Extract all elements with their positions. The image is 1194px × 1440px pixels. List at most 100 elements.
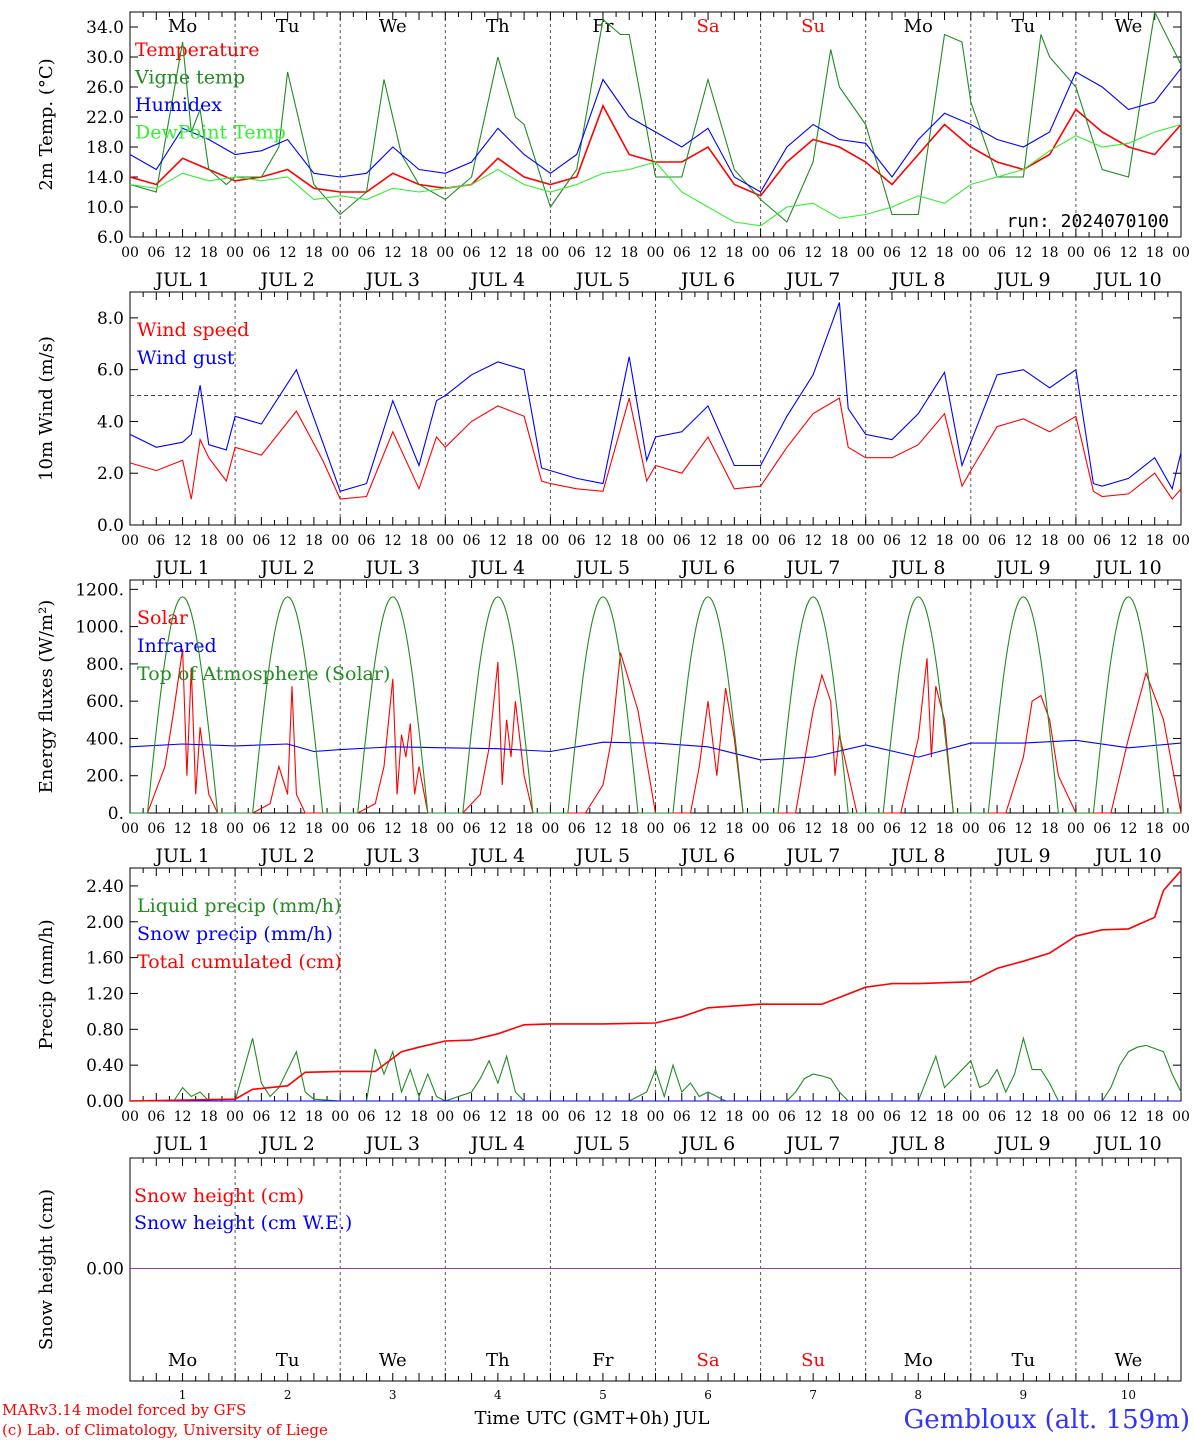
legend-entry: DewPoint Temp [135,122,286,144]
hour-tick-label: 12 [909,533,927,549]
hour-tick-label: 12 [699,245,717,261]
hour-tick-label: 18 [305,245,323,261]
day-number-label: 1 [179,1388,187,1402]
y-tick-label: 200. [86,767,124,787]
hour-tick-label: 06 [778,533,796,549]
hour-tick-label: 12 [1120,821,1138,837]
hour-tick-label: 12 [384,245,402,261]
hour-tick-label: 18 [1146,821,1164,837]
legend-entry: Temperature [135,39,259,61]
hour-tick-label: 18 [936,1109,954,1125]
hour-tick-label: 18 [831,821,849,837]
hour-tick-label: 18 [620,245,638,261]
series-line-wind-gust [129,302,1182,492]
hour-tick-label: 00 [541,821,559,837]
hour-tick-label: 12 [909,245,927,261]
day-name-label: We [1115,16,1143,37]
day-number-label: 6 [704,1388,712,1402]
date-label: JUL 3 [364,557,420,579]
date-label: JUL 4 [469,845,525,867]
hour-tick-label: 18 [725,821,743,837]
y-tick-label: 6.0 [97,361,124,381]
hour-tick-label: 06 [673,821,691,837]
hour-tick-label: 12 [1120,1109,1138,1125]
day-name-label: Tu [1012,16,1036,37]
series-line-humidex [129,67,1182,193]
y-tick-label: 2.0 [97,464,124,484]
date-label: JUL 1 [153,1133,209,1155]
hour-tick-label: 00 [752,821,770,837]
hour-tick-label: 06 [778,245,796,261]
hour-tick-label: 06 [568,821,586,837]
hour-tick-label: 12 [174,245,192,261]
hour-tick-label: 00 [857,821,875,837]
y-tick-label: 0.00 [86,1092,124,1112]
date-label: JUL 6 [679,845,735,867]
day-name-label: Mo [904,1350,933,1371]
legend-entry: Snow precip (mm/h) [137,923,333,945]
series-line-liquid-precip-mm-h [130,1036,1182,1102]
date-label: JUL 5 [574,557,630,579]
hour-tick-label: 00 [226,821,244,837]
hour-tick-label: 18 [305,1109,323,1125]
hour-tick-label: 06 [252,245,270,261]
y-tick-label: 1.60 [86,949,124,969]
date-label: JUL 9 [994,1133,1050,1155]
hour-tick-label: 00 [647,533,665,549]
hour-tick-label: 18 [1146,1109,1164,1125]
hour-tick-label: 12 [594,533,612,549]
date-label: JUL 1 [153,845,209,867]
date-label: JUL 10 [1093,269,1161,291]
hour-tick-label: 18 [1041,245,1059,261]
hour-tick-label: 00 [1067,245,1085,261]
date-label: JUL 8 [889,557,945,579]
date-label: JUL 10 [1093,845,1161,867]
hour-tick-label: 06 [673,245,691,261]
date-label: JUL 7 [784,1133,840,1155]
hour-tick-label: 18 [620,1109,638,1125]
hour-tick-label: 18 [515,245,533,261]
hour-tick-label: 06 [358,821,376,837]
hour-tick-label: 00 [857,1109,875,1125]
hour-tick-label: 06 [883,245,901,261]
hour-tick-label: 18 [1146,533,1164,549]
hour-tick-label: 06 [252,821,270,837]
hour-tick-label: 00 [752,245,770,261]
y-tick-label: 8.0 [97,309,124,329]
hour-tick-label: 00 [331,1109,349,1125]
hour-tick-label: 06 [883,821,901,837]
hour-tick-label: 12 [594,1109,612,1125]
y-axis-label: 10m Wind (m/s) [36,336,57,481]
panel-5: 0.00 Snow height (cm) Mo Tu We Th Fr Sa Su Mo Tu We… [36,1157,1182,1402]
hour-tick-label: 18 [410,245,428,261]
hour-tick-label: 12 [1120,245,1138,261]
panel-1: 6.0 10.0 14.0 18.0 22.0 26.0 30.0 34.0 2m Temp. … [36,10,1190,291]
date-label: JUL 2 [258,269,314,291]
hour-tick-label: 06 [568,245,586,261]
date-label: JUL 8 [889,1133,945,1155]
legend-entry: Liquid precip (mm/h) [137,895,341,917]
hour-tick-label: 06 [988,533,1006,549]
hour-tick-label: 06 [988,245,1006,261]
hour-tick-label: 18 [515,1109,533,1125]
hour-tick-label: 00 [647,245,665,261]
y-tick-label: 400. [86,729,124,749]
day-name-label: Sa [697,1350,720,1371]
hour-tick-label: 00 [541,245,559,261]
hour-tick-label: 06 [358,1109,376,1125]
hour-tick-label: 00 [647,821,665,837]
legend-entry: Wind gust [137,347,235,369]
station-label: Gembloux (alt. 159m) [904,1405,1190,1435]
hour-tick-label: 06 [883,533,901,549]
hour-tick-label: 18 [620,533,638,549]
hour-tick-label: 12 [174,821,192,837]
hour-tick-label: 12 [804,821,822,837]
footer-lab-credit: (c) Lab. of Climatology, University of L… [2,1421,328,1439]
day-number-label: 7 [809,1388,817,1402]
hour-tick-label: 00 [752,533,770,549]
y-tick-label: 0.0 [97,516,124,536]
hour-tick-label: 12 [804,1109,822,1125]
y-tick-label: 1.20 [86,984,124,1004]
hour-tick-label: 00 [436,533,454,549]
hour-tick-label: 06 [988,1109,1006,1125]
